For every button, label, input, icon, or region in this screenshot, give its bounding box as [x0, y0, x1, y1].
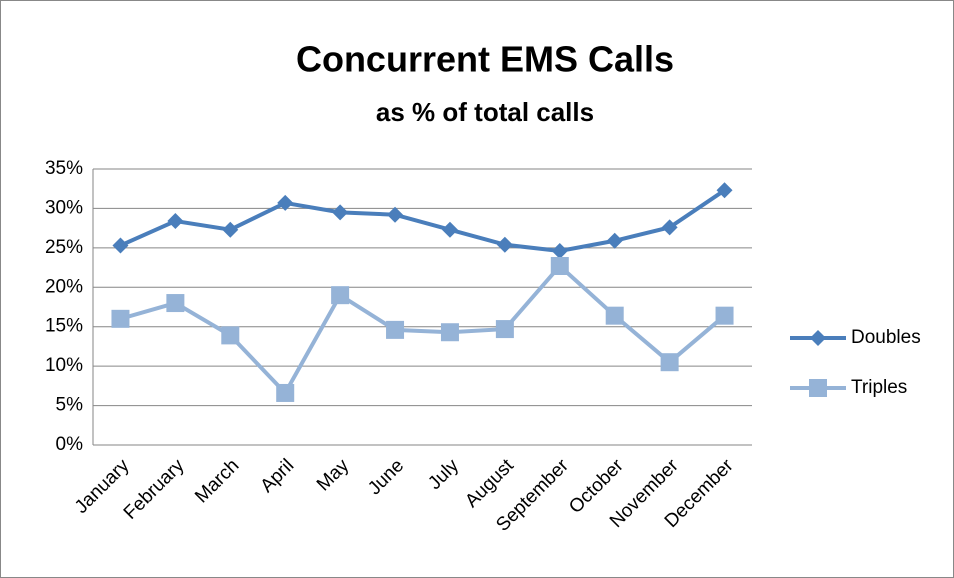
y-tick-label: 10%: [45, 355, 83, 376]
data-point: [222, 221, 239, 238]
data-point: [495, 320, 514, 339]
data-point: [276, 383, 295, 402]
legend-label: Doubles: [851, 327, 921, 348]
chart-title: Concurrent EMS Calls: [296, 39, 674, 80]
legend-marker: [810, 330, 826, 346]
y-tick-label: 25%: [45, 237, 83, 258]
data-point: [441, 221, 458, 238]
data-point: [715, 306, 734, 325]
data-point: [606, 232, 623, 249]
data-point: [440, 323, 459, 342]
data-point: [387, 206, 404, 223]
data-point: [661, 219, 678, 236]
data-point: [277, 194, 294, 211]
legend-label: Triples: [851, 377, 907, 398]
y-tick-label: 5%: [56, 395, 84, 416]
y-tick-label: 20%: [45, 276, 83, 297]
y-tick-label: 30%: [45, 197, 83, 218]
data-point: [332, 204, 349, 221]
chart-subtitle: as % of total calls: [376, 97, 594, 127]
y-tick-label: 35%: [45, 158, 83, 179]
data-point: [660, 353, 679, 372]
data-point: [111, 309, 130, 328]
data-point: [167, 213, 184, 230]
data-point: [550, 256, 569, 275]
data-point: [551, 243, 568, 260]
data-point: [386, 320, 405, 339]
data-point: [112, 237, 129, 254]
data-point: [605, 306, 624, 325]
data-point: [221, 326, 240, 345]
series-line: [119, 188, 726, 254]
legend-marker: [809, 379, 827, 397]
y-tick-label: 0%: [56, 434, 84, 455]
data-point: [166, 294, 185, 313]
data-point: [496, 236, 513, 253]
data-point: [331, 286, 350, 305]
data-point: [716, 182, 733, 199]
y-tick-label: 15%: [45, 316, 83, 337]
series-line: [119, 263, 726, 397]
